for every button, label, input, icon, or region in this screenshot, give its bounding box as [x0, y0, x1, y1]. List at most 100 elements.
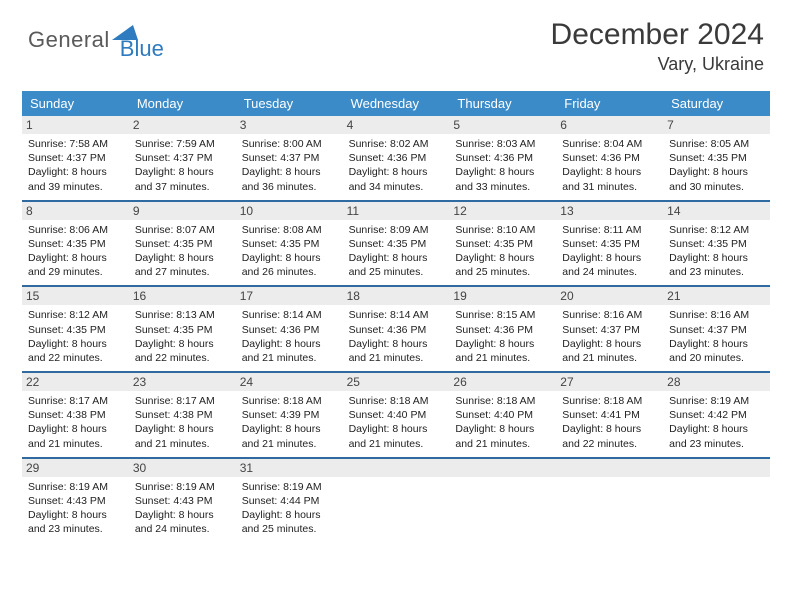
- calendar-day: 8Sunrise: 8:06 AMSunset: 4:35 PMDaylight…: [22, 202, 129, 286]
- day-info-line: Sunset: 4:43 PM: [28, 494, 123, 508]
- logo: General Blue: [28, 18, 164, 62]
- day-info-line: and 21 minutes.: [349, 437, 444, 451]
- day-number: 15: [22, 287, 129, 305]
- day-info-line: Sunset: 4:35 PM: [349, 237, 444, 251]
- day-info-line: Daylight: 8 hours: [669, 422, 764, 436]
- calendar-day: 27Sunrise: 8:18 AMSunset: 4:41 PMDayligh…: [556, 373, 663, 457]
- calendar-week: 1Sunrise: 7:58 AMSunset: 4:37 PMDaylight…: [22, 116, 770, 200]
- day-info-line: Daylight: 8 hours: [669, 251, 764, 265]
- day-info-line: Daylight: 8 hours: [135, 508, 230, 522]
- calendar-day: 24Sunrise: 8:18 AMSunset: 4:39 PMDayligh…: [236, 373, 343, 457]
- day-info-line: Daylight: 8 hours: [669, 337, 764, 351]
- day-info-line: Sunrise: 7:58 AM: [28, 137, 123, 151]
- day-info-line: Sunset: 4:35 PM: [135, 323, 230, 337]
- logo-text-blue: Blue: [120, 36, 164, 62]
- day-info-line: and 23 minutes.: [28, 522, 123, 536]
- day-info-line: and 26 minutes.: [242, 265, 337, 279]
- day-info-line: Daylight: 8 hours: [562, 251, 657, 265]
- day-info-line: Daylight: 8 hours: [455, 165, 550, 179]
- day-number: 19: [449, 287, 556, 305]
- day-info-line: Sunrise: 8:18 AM: [562, 394, 657, 408]
- calendar-header-cell: Tuesday: [236, 91, 343, 116]
- day-number: 27: [556, 373, 663, 391]
- day-info-line: Sunset: 4:36 PM: [455, 323, 550, 337]
- day-info-line: and 29 minutes.: [28, 265, 123, 279]
- day-info-line: Sunset: 4:40 PM: [455, 408, 550, 422]
- day-number: 23: [129, 373, 236, 391]
- day-info-line: Sunset: 4:39 PM: [242, 408, 337, 422]
- day-info-line: Daylight: 8 hours: [242, 251, 337, 265]
- day-info-line: Sunrise: 8:12 AM: [28, 308, 123, 322]
- day-number: 8: [22, 202, 129, 220]
- day-info-line: and 21 minutes.: [135, 437, 230, 451]
- day-info-line: Sunset: 4:37 PM: [242, 151, 337, 165]
- day-number: 17: [236, 287, 343, 305]
- day-info-line: Sunset: 4:37 PM: [28, 151, 123, 165]
- day-info-line: Sunset: 4:44 PM: [242, 494, 337, 508]
- day-info-line: Daylight: 8 hours: [455, 422, 550, 436]
- day-number: 30: [129, 459, 236, 477]
- day-info-line: Sunset: 4:35 PM: [455, 237, 550, 251]
- day-info-line: and 34 minutes.: [349, 180, 444, 194]
- day-info-line: Daylight: 8 hours: [455, 337, 550, 351]
- day-info-line: Sunrise: 8:17 AM: [28, 394, 123, 408]
- day-info-line: Daylight: 8 hours: [28, 337, 123, 351]
- day-info-line: and 24 minutes.: [135, 522, 230, 536]
- day-info-line: Sunrise: 8:14 AM: [242, 308, 337, 322]
- calendar-day: 22Sunrise: 8:17 AMSunset: 4:38 PMDayligh…: [22, 373, 129, 457]
- day-info-line: and 24 minutes.: [562, 265, 657, 279]
- day-info-line: Daylight: 8 hours: [28, 422, 123, 436]
- day-number: [556, 459, 663, 477]
- day-info-line: Sunrise: 8:16 AM: [562, 308, 657, 322]
- day-number: 2: [129, 116, 236, 134]
- title-block: December 2024 Vary, Ukraine: [551, 18, 764, 75]
- calendar-day: 28Sunrise: 8:19 AMSunset: 4:42 PMDayligh…: [663, 373, 770, 457]
- day-info-line: Sunset: 4:35 PM: [28, 237, 123, 251]
- calendar-day: 2Sunrise: 7:59 AMSunset: 4:37 PMDaylight…: [129, 116, 236, 200]
- day-info-line: Sunrise: 8:09 AM: [349, 223, 444, 237]
- day-info-line: Daylight: 8 hours: [135, 251, 230, 265]
- calendar-week: 8Sunrise: 8:06 AMSunset: 4:35 PMDaylight…: [22, 200, 770, 286]
- day-number: [343, 459, 450, 477]
- day-info-line: and 25 minutes.: [349, 265, 444, 279]
- calendar-day: 17Sunrise: 8:14 AMSunset: 4:36 PMDayligh…: [236, 287, 343, 371]
- day-info-line: Daylight: 8 hours: [242, 508, 337, 522]
- calendar-body: 1Sunrise: 7:58 AMSunset: 4:37 PMDaylight…: [22, 116, 770, 542]
- day-number: 9: [129, 202, 236, 220]
- day-info-line: and 31 minutes.: [562, 180, 657, 194]
- day-info-line: Sunrise: 8:16 AM: [669, 308, 764, 322]
- day-info-line: Daylight: 8 hours: [135, 165, 230, 179]
- calendar-header-row: SundayMondayTuesdayWednesdayThursdayFrid…: [22, 91, 770, 116]
- calendar-day: 20Sunrise: 8:16 AMSunset: 4:37 PMDayligh…: [556, 287, 663, 371]
- calendar-day: 6Sunrise: 8:04 AMSunset: 4:36 PMDaylight…: [556, 116, 663, 200]
- day-number: 20: [556, 287, 663, 305]
- calendar-header-cell: Monday: [129, 91, 236, 116]
- day-info-line: Sunrise: 8:13 AM: [135, 308, 230, 322]
- day-number: 16: [129, 287, 236, 305]
- day-info-line: Daylight: 8 hours: [135, 422, 230, 436]
- day-info-line: Sunset: 4:36 PM: [562, 151, 657, 165]
- calendar-header-cell: Sunday: [22, 91, 129, 116]
- day-info-line: Sunrise: 8:04 AM: [562, 137, 657, 151]
- calendar-week: 29Sunrise: 8:19 AMSunset: 4:43 PMDayligh…: [22, 457, 770, 543]
- day-number: 22: [22, 373, 129, 391]
- calendar-header-cell: Wednesday: [343, 91, 450, 116]
- day-info-line: Sunrise: 8:07 AM: [135, 223, 230, 237]
- day-info-line: Sunrise: 8:19 AM: [669, 394, 764, 408]
- day-number: 12: [449, 202, 556, 220]
- day-number: 3: [236, 116, 343, 134]
- day-info-line: and 21 minutes.: [242, 437, 337, 451]
- day-number: 1: [22, 116, 129, 134]
- day-info-line: Daylight: 8 hours: [562, 422, 657, 436]
- day-info-line: Sunrise: 8:00 AM: [242, 137, 337, 151]
- calendar-day: 29Sunrise: 8:19 AMSunset: 4:43 PMDayligh…: [22, 459, 129, 543]
- calendar-day: 16Sunrise: 8:13 AMSunset: 4:35 PMDayligh…: [129, 287, 236, 371]
- day-info-line: Sunrise: 8:05 AM: [669, 137, 764, 151]
- day-info-line: Sunset: 4:38 PM: [135, 408, 230, 422]
- day-info-line: Daylight: 8 hours: [28, 508, 123, 522]
- calendar-day-empty: [449, 459, 556, 543]
- day-number: 21: [663, 287, 770, 305]
- day-number: 18: [343, 287, 450, 305]
- day-info-line: Sunset: 4:36 PM: [455, 151, 550, 165]
- day-info-line: and 22 minutes.: [135, 351, 230, 365]
